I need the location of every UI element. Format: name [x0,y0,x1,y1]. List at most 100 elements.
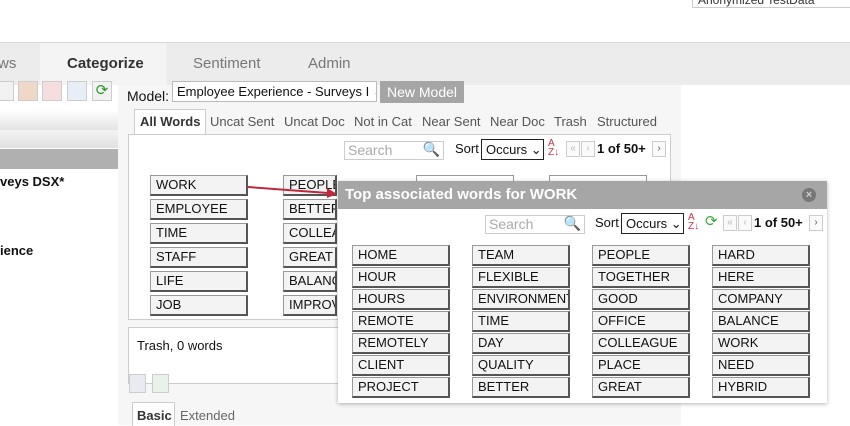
main-tabs: ws Categorize Sentiment Admin [0,42,850,86]
word-button[interactable]: COMPANY [712,289,810,310]
word-button[interactable]: STAFF [150,247,248,268]
tab-trash[interactable]: Trash [554,114,587,129]
sort-az-icon[interactable]: A Z↓ [548,138,560,158]
tab-near-doc[interactable]: Near Doc [490,114,545,129]
refresh-icon[interactable]: ⟳ [705,213,718,230]
tab-extended[interactable]: Extended [180,408,235,423]
word-button[interactable]: TIME [472,311,570,332]
word-button[interactable]: HYBRID [712,377,810,398]
word-button[interactable]: PLACE [592,355,690,376]
tab-uncat-sent[interactable]: Uncat Sent [210,114,275,129]
word-button[interactable]: WORK [150,175,248,196]
word-button[interactable]: TIME [150,223,248,244]
word-button[interactable]: PEOPLE [592,245,690,266]
word-button[interactable]: GREAT [592,377,690,398]
sort-select[interactable]: Occurs ⌄ [481,139,544,160]
tab-views[interactable]: ws [0,55,17,72]
dataset-select[interactable]: Anonymized TestData [692,0,850,8]
tab-structured[interactable]: Structured [597,114,657,129]
panel-bar [0,110,118,130]
search-icon[interactable]: 🔍 [563,215,581,231]
word-button[interactable]: WORK [712,333,810,354]
next-page-button[interactable]: › [809,215,823,231]
tab-not-in-cat[interactable]: Not in Cat [354,114,412,129]
selected-bar [0,149,118,169]
word-button[interactable]: COLLEAGUE [592,333,690,354]
word-button[interactable]: ENVIRONMENT [472,289,570,310]
word-button[interactable]: BALANCE [283,271,337,292]
association-arrow [247,186,337,198]
tab-admin[interactable]: Admin [308,55,351,72]
word-button[interactable]: CLIENT [352,355,450,376]
word-button[interactable]: PROJECT [352,377,450,398]
delete-icon[interactable] [42,81,62,101]
sort-az-icon[interactable]: A Z↓ [688,212,700,232]
word-button[interactable]: HARD [712,245,810,266]
word-button[interactable]: GREAT [283,247,337,268]
next-page-button[interactable]: › [652,141,666,157]
popup-sort-label: Sort [595,215,619,230]
search-input[interactable]: Search 🔍 [344,141,444,160]
popup-search-input[interactable]: Search 🔍 [485,215,585,234]
list-icon[interactable] [67,81,87,101]
word-button[interactable]: COLLEAGUES [283,223,337,244]
popup-page-indicator: 1 of 50+ [754,215,803,230]
word-button[interactable]: FLEXIBLE [472,267,570,288]
word-button[interactable]: HOME [352,245,450,266]
tab-categorize-bg [40,43,166,86]
first-page-button[interactable]: « [566,141,580,157]
word-button[interactable]: IMPROVE [283,295,337,316]
model-label: Model: [127,88,170,104]
search-icon[interactable]: 🔍 [422,141,440,157]
word-button[interactable]: NEED [712,355,810,376]
panel-bar [0,130,118,148]
model-value: Employee Experience - Surveys I [177,84,370,99]
project-item[interactable]: veys DSX* [0,174,65,189]
word-button[interactable]: OFFICE [592,311,690,332]
tab-uncat-doc[interactable]: Uncat Doc [284,114,345,129]
word-button[interactable]: HOUR [352,267,450,288]
first-page-button[interactable]: « [723,215,737,231]
word-button[interactable]: BALANCE [712,311,810,332]
sort-label: Sort [455,141,479,156]
word-button[interactable]: GOOD [592,289,690,310]
word-button[interactable]: REMOTELY [352,333,450,354]
prev-page-button[interactable]: ‹ [738,215,752,231]
close-icon[interactable]: × [802,188,816,202]
word-button[interactable]: TOGETHER [592,267,690,288]
save-revert-icon[interactable] [152,374,169,393]
word-button[interactable]: HERE [712,267,810,288]
tab-all-words-bg [134,109,206,136]
tab-basic[interactable]: Basic [137,408,172,423]
grid-icon[interactable] [0,81,14,101]
word-button[interactable]: LIFE [150,271,248,292]
word-button[interactable]: REMOTE [352,311,450,332]
tab-near-sent[interactable]: Near Sent [422,114,481,129]
save-icon[interactable] [129,374,146,393]
prev-page-button[interactable]: ‹ [581,141,595,157]
tab-categorize[interactable]: Categorize [67,55,144,72]
word-button[interactable] [416,175,514,181]
word-button[interactable]: QUALITY [472,355,570,376]
new-model-button[interactable]: New Model [380,81,465,103]
refresh-icon[interactable]: ⟳ [92,81,112,101]
word-button[interactable]: JOB [150,295,248,316]
page-indicator: 1 of 50+ [597,141,646,156]
word-button[interactable]: DAY [472,333,570,354]
word-button[interactable]: EMPLOYEE [150,199,248,220]
model-select[interactable]: Employee Experience - Surveys I ⌄ [172,81,377,102]
tab-sentiment[interactable]: Sentiment [193,55,261,72]
popup-title: Top associated words for WORK [338,181,827,209]
word-button[interactable]: TEAM [472,245,570,266]
tab-all-words[interactable]: All Words [140,114,201,129]
tab-basic-bg [132,402,175,426]
word-button[interactable]: BETTER [472,377,570,398]
model-item[interactable]: ience [0,243,34,258]
associated-words-popup: Top associated words for WORK × Search 🔍 … [338,181,827,403]
user-icon[interactable] [18,81,38,101]
word-button[interactable]: HOURS [352,289,450,310]
trash-label: Trash, 0 words [137,338,223,353]
popup-sort-select[interactable]: Occurs ⌄ [621,213,684,234]
word-button[interactable]: BETTER [283,199,337,220]
word-button[interactable] [549,175,647,181]
